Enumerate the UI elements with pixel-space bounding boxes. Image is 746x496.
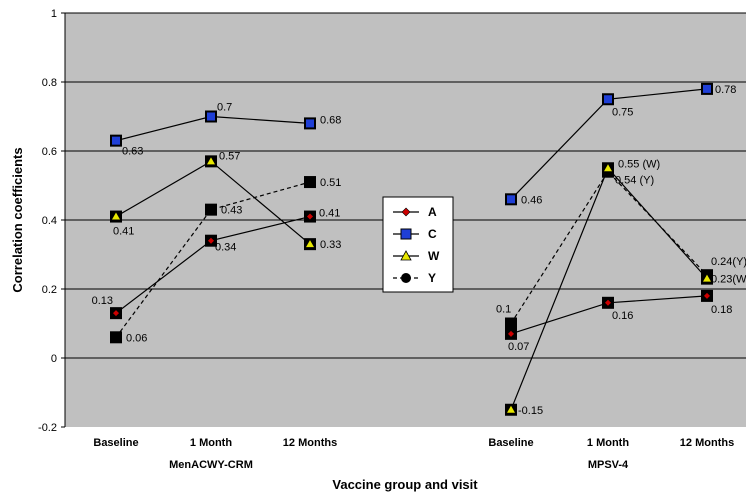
x-category-label: 1 Month [587,437,629,449]
y-ticks: -0.2 0 0.2 0.4 0.6 0.8 1 [38,8,65,434]
legend-label: A [428,205,437,219]
group-label: MenACWY-CRM [169,459,253,471]
legend: ACWY [382,196,454,293]
legend-item-A: A [393,205,437,219]
series-layer [110,82,713,416]
data-point-W [304,238,316,251]
data-point-A [505,327,517,340]
data-point-W [110,210,122,223]
data-label-W: 0.57 [219,150,240,162]
y-tick-label: 1 [51,8,57,20]
y-axis-title: Correlation coefficients [10,147,25,292]
data-label-Y: 0.1 [496,304,511,316]
legend-label: W [428,249,440,263]
data-label-W: -0.15 [518,405,543,417]
data-label-W: 0.23(W) [711,274,746,286]
x-category-label: Baseline [488,437,533,449]
data-point-A [110,307,122,320]
data-point-C [505,193,517,206]
y-tick-label: 0.4 [42,215,57,227]
y-tick-label: 0 [51,353,57,365]
data-label-W: 0.55 (W) [618,158,660,170]
y-tick-label: -0.2 [38,422,57,434]
category-labels: Baseline 1 Month 12 Months Baseline 1 Month 1… [93,437,734,449]
legend-label: Y [428,271,436,285]
data-label-A: 0.07 [508,341,529,353]
y-tick-label: 0.6 [42,146,57,158]
legend-box [382,196,454,293]
data-point-C [110,134,122,147]
data-label-A: 0.41 [319,208,340,220]
data-point-A [602,296,614,309]
legend-item-C: C [393,227,437,241]
data-point-Y [110,331,122,344]
data-point-Y [205,203,217,216]
data-label-Y: 0.24(Y) [711,256,746,268]
data-point-A [701,289,713,302]
data-point-A [304,210,316,223]
data-label-A: 0.13 [92,295,113,307]
x-category-label: 1 Month [190,437,232,449]
data-point-W [602,162,614,175]
legend-label: C [428,227,437,241]
x-axis-title: Vaccine group and visit [332,477,478,492]
legend-item-Y: Y [393,271,436,285]
data-point-W [701,272,713,285]
data-point-C [205,110,217,123]
data-label-Y: 0.06 [126,332,147,344]
data-point-W [505,403,517,416]
data-labels: 0.13 0.34 0.41 0.07 0.16 0.18 0.63 0.7 0.68 0.46 0… [92,84,746,417]
legend-item-W: W [393,249,440,263]
data-label-C: 0.63 [122,146,143,158]
series-line-Y [510,170,708,324]
data-label-A: 0.34 [215,242,236,254]
data-label-C: 0.7 [217,102,232,114]
data-point-Y [505,317,517,330]
data-point-C [602,93,614,106]
data-label-Y: 0.54 (Y) [615,175,654,187]
data-label-Y: 0.51 [320,177,341,189]
data-label-C: 0.78 [715,84,736,96]
data-label-A: 0.16 [612,310,633,322]
group-labels: MenACWY-CRM MPSV-4 [169,459,629,471]
data-label-W: 0.33 [320,239,341,251]
y-tick-label: 0.8 [42,77,57,89]
data-label-C: 0.75 [612,106,633,118]
x-category-label: 12 Months [283,437,337,449]
data-point-W [205,155,217,168]
data-point-C [701,82,713,95]
data-label-C: 0.68 [320,114,341,126]
group-label: MPSV-4 [588,459,629,471]
series-line-Y [115,181,311,338]
data-label-Y: 0.43 [221,205,242,217]
y-tick-label: 0.2 [42,284,57,296]
data-label-A: 0.18 [711,304,732,316]
data-label-C: 0.46 [521,194,542,206]
x-category-label: 12 Months [680,437,734,449]
data-point-Y [304,176,316,189]
data-point-C [304,117,316,130]
data-label-W: 0.41 [113,226,134,238]
data-point-A [205,234,217,247]
x-category-label: Baseline [93,437,138,449]
